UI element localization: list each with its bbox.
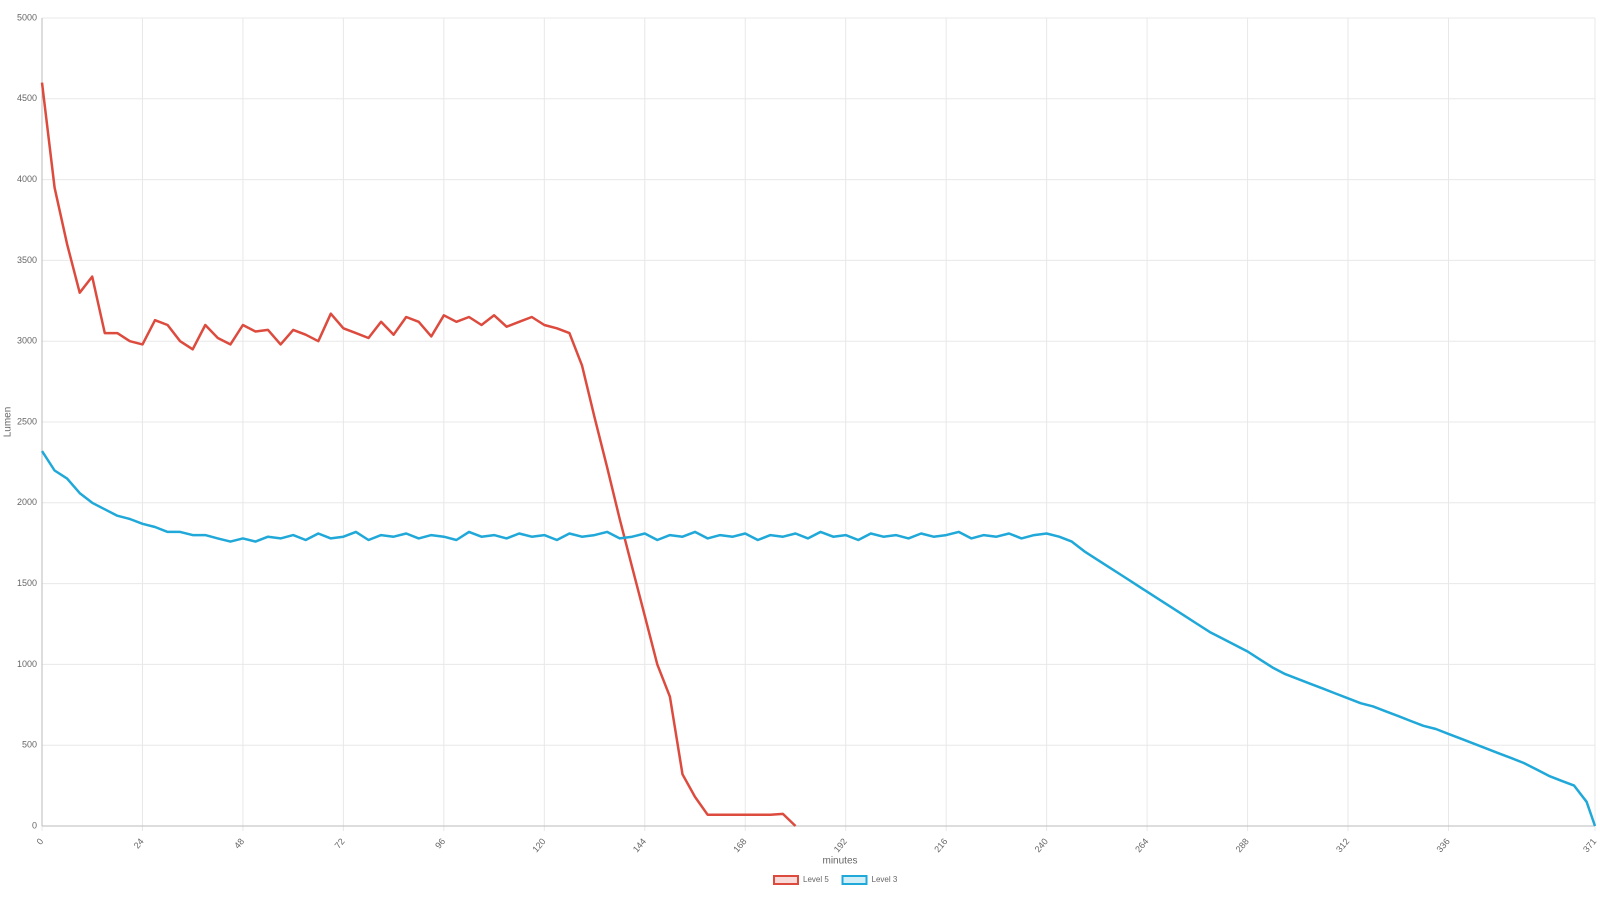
x-tick-label: 192 <box>832 836 849 854</box>
data-line <box>40 450 1597 827</box>
y-tick-label: 0 <box>32 820 37 830</box>
y-tick-label: 5000 <box>17 12 37 22</box>
y-tick-label: 4500 <box>17 93 37 103</box>
y-tick-label: 500 <box>22 740 37 750</box>
legend-swatch[interactable] <box>773 875 799 885</box>
x-tick-label: 264 <box>1133 836 1150 854</box>
y-axis-title: Lumen <box>3 407 14 438</box>
x-tick-label: 216 <box>932 836 949 854</box>
x-tick-label: 288 <box>1234 836 1251 854</box>
x-tick-label: 336 <box>1435 836 1452 854</box>
legend-label[interactable]: Level 3 <box>872 875 898 884</box>
y-tick-label: 2000 <box>17 497 37 507</box>
y-tick-label: 1500 <box>17 578 37 588</box>
x-tick-label: 72 <box>333 836 347 850</box>
legend-swatch[interactable] <box>841 875 868 885</box>
x-tick-label: 96 <box>433 836 447 850</box>
y-tick-label: 3000 <box>17 336 37 346</box>
data-line <box>40 82 797 827</box>
y-tick-label: 1000 <box>17 659 37 669</box>
x-tick-label: 168 <box>731 836 748 854</box>
y-tick-label: 2500 <box>17 416 37 426</box>
x-tick-label: 312 <box>1334 836 1351 854</box>
x-tick-label: 0 <box>34 836 45 846</box>
x-tick-label: 120 <box>530 836 547 854</box>
x-tick-label: 24 <box>132 836 146 850</box>
x-tick-label: 371 <box>1581 836 1598 854</box>
x-axis-title: minutes <box>822 856 857 867</box>
y-tick-label: 3500 <box>17 255 37 265</box>
y-tick-label: 4000 <box>17 174 37 184</box>
x-tick-label: 144 <box>631 836 648 854</box>
legend-label[interactable]: Level 5 <box>803 875 829 884</box>
x-tick-label: 48 <box>232 836 246 850</box>
x-tick-label: 240 <box>1033 836 1050 854</box>
